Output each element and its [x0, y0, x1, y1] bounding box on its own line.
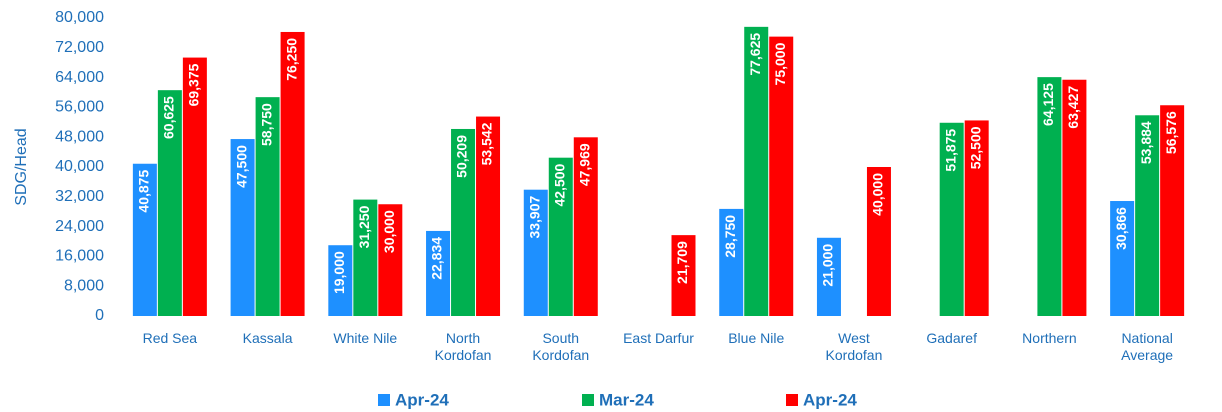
data-label: 28,750 [722, 215, 738, 258]
y-tick-label: 16,000 [55, 248, 104, 265]
bar [476, 116, 501, 316]
x-tick-label: White Nile [333, 330, 398, 346]
bar [573, 137, 598, 316]
data-label: 47,969 [576, 143, 592, 186]
y-axis-label: SDG/Head [13, 128, 30, 205]
data-label: 77,625 [747, 33, 763, 76]
data-label: 64,125 [1040, 83, 1056, 126]
bar [1160, 105, 1185, 317]
bar [157, 90, 182, 316]
data-label: 50,209 [454, 135, 470, 178]
bar [451, 128, 476, 316]
y-tick-label: 0 [95, 307, 104, 324]
bar [548, 157, 573, 316]
bar [255, 97, 280, 316]
bar [353, 199, 378, 316]
bar [719, 208, 744, 316]
data-label: 21,000 [820, 244, 836, 287]
data-label: 30,000 [381, 210, 397, 253]
bar [816, 237, 841, 316]
bar [1135, 115, 1160, 316]
data-label: 40,000 [870, 173, 886, 216]
x-tick-label: Kassala [242, 330, 293, 346]
bar [866, 167, 891, 316]
bar [1037, 77, 1062, 317]
data-label: 69,375 [186, 63, 202, 106]
bar [939, 122, 964, 316]
data-label: 21,709 [674, 241, 690, 284]
x-tick-label: Gadaref [926, 330, 977, 346]
y-tick-label: 8,000 [64, 277, 104, 294]
legend-swatch [378, 394, 390, 406]
data-label: 63,427 [1065, 86, 1081, 129]
y-tick-label: 56,000 [55, 99, 104, 116]
y-tick-label: 72,000 [55, 39, 104, 56]
x-tick-label: West Kordofan [825, 330, 883, 363]
bar [744, 26, 769, 317]
data-label: 22,834 [429, 237, 445, 280]
y-tick-label: 48,000 [55, 128, 104, 145]
y-tick-label: 40,000 [55, 158, 104, 175]
data-label: 19,000 [331, 251, 347, 294]
x-tick-label: South Kordofan [532, 330, 590, 363]
data-label: 76,250 [283, 38, 299, 81]
bar [964, 120, 989, 316]
data-label: 56,576 [1163, 111, 1179, 154]
x-tick-label: Northern [1022, 330, 1077, 346]
y-tick-label: 64,000 [55, 69, 104, 86]
bar [182, 57, 207, 316]
legend-swatch [582, 394, 594, 406]
data-label: 40,875 [136, 170, 152, 213]
data-label: 60,625 [161, 96, 177, 139]
data-label: 53,884 [1138, 121, 1154, 164]
x-tick-label: Blue Nile [728, 330, 785, 346]
legend-swatch [786, 394, 798, 406]
legend-label: Apr-24 [803, 390, 857, 409]
legend-label: Apr-24 [395, 390, 449, 409]
x-tick-label: Red Sea [142, 330, 198, 346]
y-tick-label: 24,000 [55, 218, 104, 235]
bar [769, 36, 794, 316]
data-label: 30,866 [1113, 207, 1129, 250]
bar [523, 189, 548, 316]
data-label: 42,500 [551, 163, 567, 206]
bar [328, 245, 353, 316]
bar [378, 204, 403, 316]
bar [230, 139, 255, 316]
x-tick-label: National Average [1121, 330, 1174, 363]
data-label: 58,750 [258, 103, 274, 146]
data-label: 31,250 [356, 205, 372, 248]
x-tick-label: North Kordofan [434, 330, 492, 363]
data-label: 33,907 [526, 195, 542, 238]
legend-label: Mar-24 [599, 390, 654, 409]
y-tick-label: 80,000 [55, 9, 104, 26]
data-label: 53,542 [479, 122, 495, 165]
bar [1062, 79, 1087, 316]
data-label: 47,500 [233, 145, 249, 188]
data-label: 75,000 [772, 42, 788, 85]
bar [1110, 201, 1135, 316]
y-tick-label: 32,000 [55, 188, 104, 205]
data-label: 51,875 [942, 129, 958, 172]
bar [132, 163, 157, 316]
bar [671, 235, 696, 316]
bar [426, 230, 451, 316]
data-label: 52,500 [967, 126, 983, 169]
x-tick-label: East Darfur [623, 330, 694, 346]
bar [280, 31, 305, 316]
